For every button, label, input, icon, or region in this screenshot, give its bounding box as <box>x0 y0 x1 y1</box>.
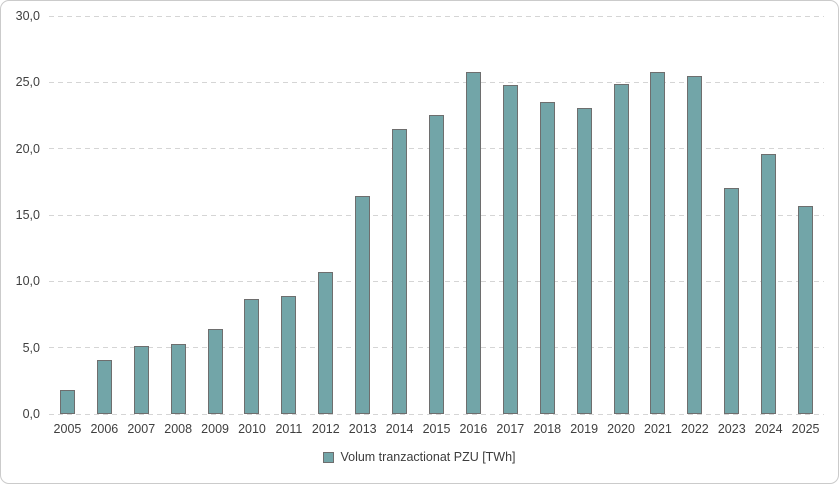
bar-slot-2014 <box>381 16 418 414</box>
x-tick-label-2009: 2009 <box>201 422 229 436</box>
x-axis-labels: 2005 2006 2007 2008 2009 2010 2011 2012 2013 2014… <box>49 422 824 436</box>
bar-2016 <box>465 72 481 414</box>
x-tick-label-2017: 2017 <box>496 422 525 436</box>
gridline-30,0 <box>49 15 824 17</box>
bar-slot-2023 <box>713 16 750 414</box>
bar-slot-2019 <box>566 16 603 414</box>
bar-2014 <box>392 129 408 414</box>
bar-2008 <box>170 344 186 414</box>
x-tick-label-2014: 2014 <box>385 422 414 436</box>
x-tick-label-2005: 2005 <box>53 422 82 436</box>
y-tick-label: 25,0 <box>15 75 40 90</box>
bar-2005 <box>59 390 75 414</box>
bar-2025 <box>798 206 814 414</box>
bar-slot-2022 <box>676 16 713 414</box>
bar-2013 <box>355 196 371 414</box>
x-tick-label-2011: 2011 <box>275 422 303 436</box>
bar-2010 <box>244 299 260 414</box>
gridline-25,0 <box>49 81 824 83</box>
bar-slot-2018 <box>529 16 566 414</box>
x-tick-label-2006: 2006 <box>90 422 119 436</box>
bar-2015 <box>428 115 444 414</box>
x-tick-label-2023: 2023 <box>717 422 746 436</box>
gridline-0,0 <box>49 413 824 415</box>
x-tick-label-2022: 2022 <box>680 422 709 436</box>
bar-2018 <box>539 102 555 414</box>
bar-slot-2008 <box>160 16 197 414</box>
x-tick-label-2010: 2010 <box>238 422 266 436</box>
x-tick-label-2015: 2015 <box>422 422 451 436</box>
bar-slot-2020 <box>603 16 640 414</box>
bar-2006 <box>96 360 112 414</box>
x-tick-label-2019: 2019 <box>570 422 599 436</box>
bar-slot-2010 <box>234 16 271 414</box>
x-tick-label-2008: 2008 <box>164 422 193 436</box>
bar-2009 <box>207 329 223 414</box>
bar-slot-2015 <box>418 16 455 414</box>
bar-slot-2024 <box>750 16 787 414</box>
y-tick-label: 30,0 <box>15 9 40 23</box>
bar-2012 <box>318 272 334 414</box>
bar-slot-2006 <box>86 16 123 414</box>
legend-label: Volum tranzactionat PZU [TWh] <box>340 450 516 464</box>
plot-area <box>49 15 824 415</box>
bar-slot-2011 <box>270 16 307 414</box>
bar-slot-2021 <box>639 16 676 414</box>
bar-2024 <box>761 154 777 414</box>
x-tick-label-2025: 2025 <box>791 422 820 436</box>
bar-slot-2017 <box>492 16 529 414</box>
bar-slot-2012 <box>307 16 344 414</box>
bar-slot-2007 <box>123 16 160 414</box>
bar-2019 <box>576 108 592 414</box>
bar-slot-2016 <box>455 16 492 414</box>
x-tick-label-2024: 2024 <box>754 422 783 436</box>
bar-slot-2013 <box>344 16 381 414</box>
x-tick-label-2007: 2007 <box>127 422 156 436</box>
x-tick-label-2021: 2021 <box>644 422 672 436</box>
bar-2017 <box>502 85 518 414</box>
bar-2011 <box>281 296 297 414</box>
bar-2007 <box>133 346 149 414</box>
y-tick-label: 10,0 <box>15 274 40 289</box>
x-tick-label-2012: 2012 <box>311 422 340 436</box>
bar-slot-2005 <box>49 16 86 414</box>
bar-2020 <box>613 84 629 414</box>
bar-2021 <box>650 72 666 414</box>
x-tick-label-2020: 2020 <box>607 422 635 436</box>
x-tick-label-2016: 2016 <box>459 422 488 436</box>
x-tick-label-2018: 2018 <box>533 422 562 436</box>
legend: Volum tranzactionat PZU [TWh] <box>1 450 838 464</box>
bar-slot-2009 <box>197 16 234 414</box>
y-tick-label: 5,0 <box>22 340 40 355</box>
y-tick-label: 20,0 <box>15 141 40 156</box>
bar-2023 <box>724 188 740 414</box>
y-tick-label: 0,0 <box>22 407 40 421</box>
bar-2022 <box>687 76 703 414</box>
x-tick-label-2013: 2013 <box>348 422 377 436</box>
legend-swatch-icon <box>323 451 335 463</box>
y-tick-label: 15,0 <box>15 208 40 222</box>
bar-slot-2025 <box>787 16 824 414</box>
